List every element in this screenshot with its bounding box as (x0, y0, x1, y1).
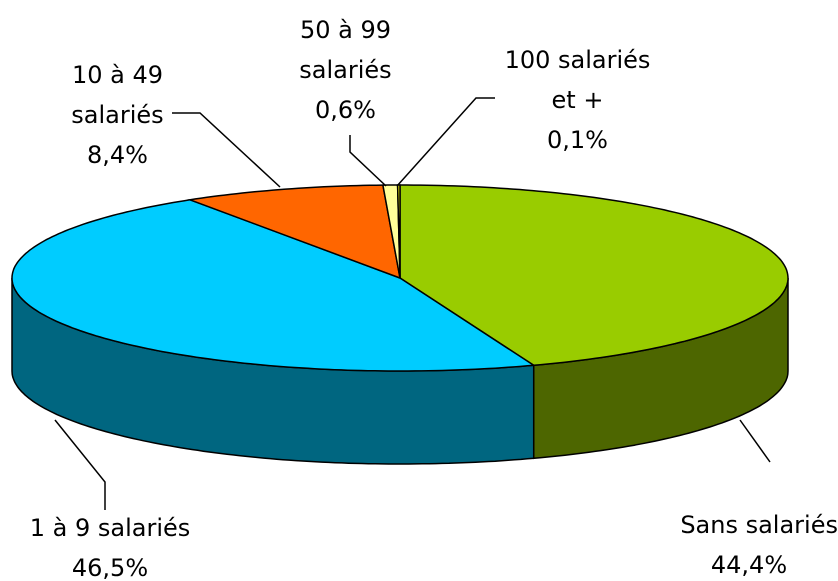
slice (187, 184, 401, 280)
slice-label: Sans salariés 44,4% (600, 505, 838, 581)
slice (399, 184, 789, 367)
leader-line (739, 419, 771, 463)
leader-line (172, 112, 281, 188)
value-label: 46,5% (71, 554, 149, 581)
leader-line (54, 419, 106, 510)
slice-label: 50 à 99 salariés 0,6% (283, 10, 408, 130)
leader-line (349, 135, 387, 187)
value-label: 44,4% (710, 551, 788, 579)
category-label: Sans salariés (680, 511, 838, 539)
leader-lines (54, 97, 771, 510)
slice (11, 199, 536, 372)
leader-line (396, 97, 495, 187)
value-label: 0,6% (315, 96, 376, 124)
slice-label: 100 salariés et + 0,1% (490, 40, 665, 160)
category-label: 1 à 9 salariés (29, 514, 191, 542)
pie (11, 184, 789, 465)
category-label: 100 salariés et + (504, 46, 651, 114)
category-label: 50 à 99 salariés (299, 16, 392, 84)
slice-label: 10 à 49 salariés 8,4% (55, 55, 180, 175)
value-label: 8,4% (87, 141, 148, 169)
value-label: 0,1% (547, 126, 608, 154)
category-label: 10 à 49 salariés (71, 61, 164, 129)
slice-label: 1 à 9 salariés 46,5% (0, 508, 220, 581)
